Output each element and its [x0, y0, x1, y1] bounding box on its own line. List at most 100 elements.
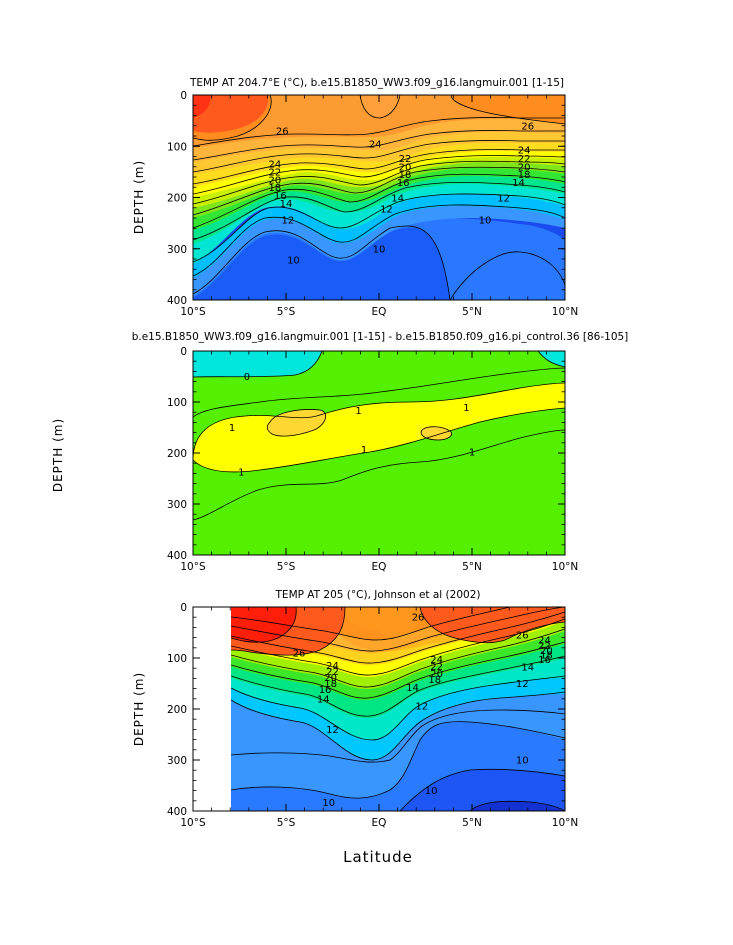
- y-tick-label: 100: [167, 653, 187, 665]
- contour-label: 10: [425, 786, 438, 797]
- contour-label: 20: [518, 162, 531, 173]
- contour-label: 26: [276, 126, 289, 137]
- panel1-title: TEMP AT 204.7°E (°C), b.e15.B1850_WW3.f0…: [189, 77, 564, 89]
- y-tick-label: 400: [167, 295, 187, 307]
- y-tick-label: 200: [167, 704, 187, 716]
- panel2-filled-contours: [193, 351, 565, 555]
- panel3-filled-contours: [231, 607, 565, 811]
- contour-label: 20: [430, 669, 443, 680]
- contour-label: 1: [229, 423, 235, 434]
- contour-label: 1: [463, 403, 469, 414]
- contour-label: 20: [540, 646, 553, 657]
- contour-label: 18: [518, 170, 531, 181]
- contour-label: 12: [497, 194, 510, 205]
- contour-label: 10: [373, 244, 386, 255]
- contour-label: 24: [518, 145, 531, 156]
- contour-label: 24: [369, 140, 382, 151]
- y-tick-label: 400: [167, 550, 187, 562]
- contour-label: 16: [538, 655, 551, 666]
- panel2-contour-lines: [193, 351, 565, 521]
- x-tick-label: EQ: [372, 306, 387, 318]
- contour-label: 20: [324, 673, 337, 684]
- x-tick-label: 10°S: [180, 817, 206, 829]
- x-tick-label: 10°N: [552, 817, 578, 829]
- contour-label: 12: [326, 725, 339, 736]
- contour-label: 24: [268, 160, 281, 171]
- panel2-title: b.e15.B1850_WW3.f09_g16.langmuir.001 [1-…: [132, 331, 629, 343]
- contour-label: 26: [516, 631, 529, 642]
- contour-label: 26: [521, 121, 534, 132]
- x-axis-label: Latitude: [343, 848, 413, 866]
- y-tick-label: 0: [180, 602, 187, 614]
- contour-label: 24: [326, 661, 339, 672]
- x-tick-label: 5°N: [462, 306, 482, 318]
- contour-label: 10: [322, 798, 335, 809]
- x-tick-label: 5°N: [462, 817, 482, 829]
- contour-label: 22: [268, 167, 281, 178]
- panel2-contour-labels: 0 1 1 1 1 1 1: [229, 372, 475, 478]
- x-tick-label: 5°N: [462, 561, 482, 573]
- contour-label: 14: [512, 178, 525, 189]
- x-tick-label: EQ: [372, 817, 387, 829]
- y-tick-label: 0: [180, 346, 187, 358]
- contour-label: 16: [397, 178, 410, 189]
- contour-label: 16: [319, 685, 332, 696]
- contour-label: 0: [244, 372, 250, 383]
- contour-label: 14: [317, 694, 330, 705]
- x-tick-label: 10°N: [552, 561, 578, 573]
- x-tick-label: 5°S: [277, 561, 296, 573]
- panel1-axes: 10°S 5°S EQ 5°N 10°N 0 100 200 300 400: [167, 90, 578, 318]
- contour-label: 1: [238, 467, 244, 478]
- panel3-y-axis-label: DEPTH (m): [132, 672, 146, 746]
- contour-label: 18: [540, 650, 553, 661]
- x-tick-label: 5°S: [277, 817, 296, 829]
- contour-label: 18: [324, 679, 337, 690]
- contour-label: 14: [280, 199, 293, 210]
- panel1-filled-contours: [193, 95, 565, 300]
- panel3-axes: 10°S 5°S EQ 5°N 10°N 0 100 200 300 400: [167, 602, 578, 829]
- contour-label: 14: [521, 663, 534, 674]
- panel1-contour-lines: [193, 95, 565, 300]
- x-tick-label: 10°S: [180, 306, 206, 318]
- contour-label: 20: [268, 176, 281, 187]
- x-tick-label: 10°N: [552, 306, 578, 318]
- y-tick-label: 300: [167, 499, 187, 511]
- contour-label: 18: [428, 675, 441, 686]
- contour-label: 12: [380, 204, 393, 215]
- contour-label: 18: [268, 183, 281, 194]
- contour-label: 14: [391, 194, 404, 205]
- contour-label: 12: [415, 701, 428, 712]
- x-tick-label: EQ: [372, 561, 387, 573]
- contour-label: 1: [469, 447, 475, 458]
- contour-label: 22: [399, 154, 412, 165]
- panel2-axes: 10°S 5°S EQ 5°N 10°N 0 100 200 300 400: [167, 346, 578, 573]
- contour-label: 22: [518, 154, 531, 165]
- y-tick-label: 300: [167, 755, 187, 767]
- x-tick-label: 5°S: [277, 306, 296, 318]
- contour-label: 16: [274, 191, 287, 202]
- contour-label: 22: [538, 641, 551, 652]
- contour-label: 22: [430, 662, 443, 673]
- panel3-title: TEMP AT 205 (°C), Johnson et al (2002): [275, 589, 481, 601]
- x-tick-label: 10°S: [180, 561, 206, 573]
- panel1-y-axis-label: DEPTH (m): [132, 160, 146, 234]
- contour-label: 22: [326, 667, 339, 678]
- contour-label: 20: [399, 162, 412, 173]
- contour-label: 24: [430, 655, 443, 666]
- contour-label: 26: [293, 648, 306, 659]
- y-tick-label: 100: [167, 397, 187, 409]
- contour-label: 26: [412, 613, 425, 624]
- contour-label: 10: [479, 216, 492, 227]
- contour-label: 10: [516, 756, 529, 767]
- contour-label: 24: [538, 636, 551, 647]
- contour-label: 1: [361, 445, 367, 456]
- y-tick-label: 300: [167, 244, 187, 256]
- contour-label: 1: [355, 406, 361, 417]
- contour-label: 12: [516, 679, 529, 690]
- panel3-contour-lines: [231, 607, 565, 811]
